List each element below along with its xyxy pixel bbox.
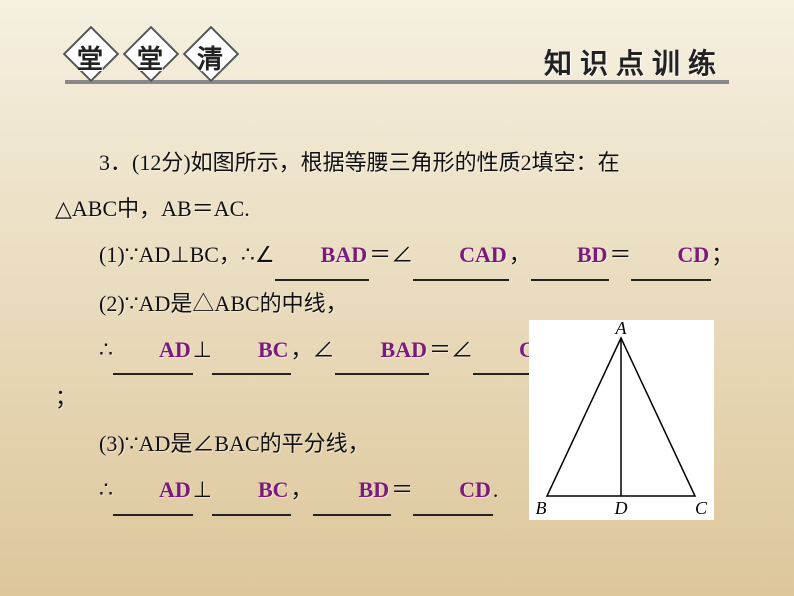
p1-prefix: (1)∵AD⊥BC，∴∠ bbox=[99, 242, 275, 267]
label-D: D bbox=[614, 498, 628, 518]
badge-char-3: 清 bbox=[185, 39, 235, 76]
part-3a: (3)∵AD是∠BAC的平分线， bbox=[55, 421, 585, 467]
page-title: 知识点训练 bbox=[544, 42, 724, 82]
part-2b: ∴AD⊥BC，∠BAD＝∠CAD； bbox=[55, 327, 585, 421]
blank-1: BAD bbox=[275, 232, 369, 280]
problem-line-2: △ABC中，AB＝AC. bbox=[55, 186, 739, 232]
blank-2: CAD bbox=[413, 232, 509, 280]
label-C: C bbox=[695, 498, 708, 518]
blank-4: CD bbox=[631, 232, 711, 280]
label-A: A bbox=[615, 320, 628, 338]
blank-3: BD bbox=[531, 232, 610, 280]
problem-line-1: 3．(12分)如图所示，根据等腰三角形的性质2填空：在 bbox=[55, 140, 739, 186]
blank-12: CD bbox=[413, 467, 493, 515]
blank-10: BC bbox=[212, 467, 291, 515]
blank-5: AD bbox=[113, 327, 193, 375]
part-2a: (2)∵AD是△ABC的中线， bbox=[55, 281, 585, 327]
header-bar: 堂 堂 清 知识点训练 bbox=[65, 34, 729, 84]
badge-diamond: 堂 bbox=[65, 28, 115, 78]
badge-diamond: 清 bbox=[185, 28, 235, 78]
blank-6: BC bbox=[212, 327, 291, 375]
blank-7: BAD bbox=[335, 327, 429, 375]
badge-char-1: 堂 bbox=[65, 39, 115, 76]
badge-group: 堂 堂 清 bbox=[65, 28, 235, 78]
badge-char-2: 堂 bbox=[125, 39, 175, 76]
label-B: B bbox=[536, 498, 547, 518]
triangle-figure: A B D C bbox=[529, 320, 714, 520]
part-3b: ∴AD⊥BC，BD＝CD. bbox=[55, 467, 585, 515]
badge-diamond: 堂 bbox=[125, 28, 175, 78]
part-1: (1)∵AD⊥BC，∴∠BAD＝∠CAD，BD＝CD； bbox=[55, 232, 739, 280]
triangle-svg: A B D C bbox=[529, 320, 714, 520]
blank-9: AD bbox=[113, 467, 193, 515]
blank-11: BD bbox=[313, 467, 392, 515]
